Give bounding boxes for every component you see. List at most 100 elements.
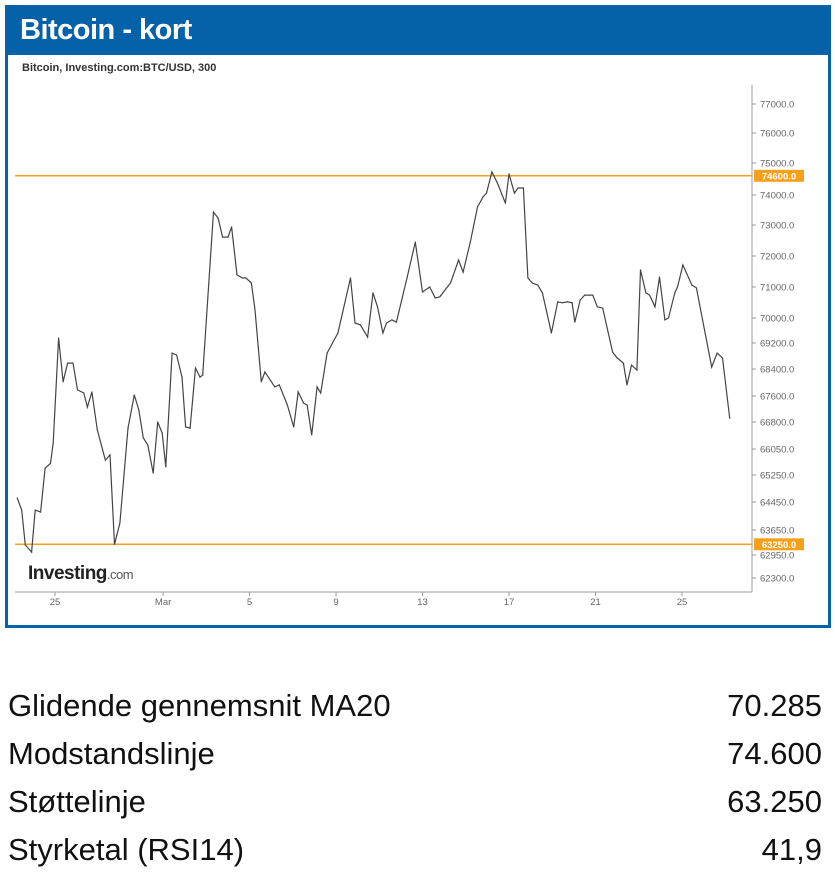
data-point xyxy=(250,282,252,284)
data-point xyxy=(176,354,178,356)
data-point xyxy=(385,322,388,324)
data-point xyxy=(382,332,384,334)
data-point xyxy=(306,404,308,406)
data-point xyxy=(171,352,173,354)
stat-row-ma20: Glidende gennemsnit MA20 70.285 xyxy=(8,688,822,732)
stat-row-support: Støttelinje 63.250 xyxy=(8,784,822,828)
data-point xyxy=(147,444,149,446)
data-point xyxy=(584,294,586,296)
y-tick-label: 62950.0 xyxy=(760,551,794,562)
panel-title: Bitcoin - kort xyxy=(20,14,192,46)
data-point xyxy=(349,277,352,279)
data-point xyxy=(24,544,26,546)
stat-value: 63.250 xyxy=(727,784,822,819)
price-line xyxy=(16,170,731,554)
y-tick-label: 63650.0 xyxy=(760,526,794,537)
y-tick-label: 68400.0 xyxy=(760,365,794,376)
data-point xyxy=(21,509,23,511)
data-point xyxy=(67,362,69,364)
data-point xyxy=(596,306,598,308)
data-point xyxy=(49,462,52,464)
y-tick-label: 62300.0 xyxy=(760,574,794,585)
data-point xyxy=(414,241,416,243)
data-point xyxy=(293,426,295,428)
stat-label: Glidende gennemsnit MA20 xyxy=(8,688,391,723)
level-label-box xyxy=(754,538,804,551)
data-point xyxy=(541,292,543,294)
data-point xyxy=(320,392,322,394)
data-point xyxy=(639,269,642,271)
data-point xyxy=(199,376,201,378)
data-point xyxy=(86,406,89,408)
data-point xyxy=(119,522,121,524)
data-point xyxy=(83,392,85,394)
data-point xyxy=(76,389,79,391)
data-point xyxy=(648,294,651,296)
data-point xyxy=(109,454,111,456)
y-tick-label: 70000.0 xyxy=(760,314,794,325)
data-point xyxy=(636,369,638,371)
data-point xyxy=(241,277,243,279)
level-label: 74600.0 xyxy=(762,171,796,182)
y-tick-label: 77000.0 xyxy=(760,100,794,111)
data-point xyxy=(522,187,525,189)
data-point xyxy=(202,374,204,376)
data-point xyxy=(194,367,197,369)
data-point xyxy=(504,202,507,204)
stat-value: 74.600 xyxy=(727,736,822,771)
stat-label: Modstandslinje xyxy=(8,736,215,771)
data-point xyxy=(30,551,33,553)
data-point xyxy=(91,391,93,393)
data-point xyxy=(269,379,271,381)
data-point xyxy=(645,292,647,294)
data-point xyxy=(682,264,684,266)
data-point xyxy=(469,241,471,243)
data-point xyxy=(457,259,460,261)
data-point xyxy=(133,394,135,396)
data-point xyxy=(331,342,334,344)
data-point xyxy=(616,357,618,359)
x-tick-label: 5 xyxy=(247,597,252,608)
data-point xyxy=(44,467,46,469)
data-point xyxy=(297,391,299,393)
data-point xyxy=(58,337,60,339)
data-point xyxy=(72,362,74,364)
data-point xyxy=(566,301,569,303)
data-point xyxy=(185,426,187,428)
data-point xyxy=(550,332,552,334)
data-point xyxy=(236,274,238,276)
data-point xyxy=(152,472,154,474)
x-tick-label: 21 xyxy=(590,597,601,608)
data-point xyxy=(245,277,247,279)
data-point xyxy=(138,409,140,411)
data-point xyxy=(376,306,379,308)
data-point xyxy=(96,429,98,431)
stat-value: 41,9 xyxy=(761,832,822,867)
stat-label: Støttelinje xyxy=(8,784,146,819)
data-point xyxy=(622,362,625,364)
data-point xyxy=(658,276,661,278)
data-point xyxy=(537,284,539,286)
data-point xyxy=(39,511,42,513)
data-point xyxy=(612,351,614,353)
data-point xyxy=(491,171,493,173)
data-point xyxy=(517,187,519,189)
stat-label: Styrketal (RSI14) xyxy=(8,832,245,867)
data-point xyxy=(531,282,534,284)
data-point xyxy=(337,332,339,334)
data-point xyxy=(311,434,313,436)
data-point xyxy=(127,427,129,429)
x-tick-label: Mar xyxy=(155,597,171,608)
data-point xyxy=(189,427,191,429)
data-point xyxy=(557,301,559,303)
level-label-box xyxy=(754,169,804,182)
data-point xyxy=(462,271,464,273)
chart-title: Bitcoin, Investing.com:BTC/USD, 300 xyxy=(22,62,217,74)
data-point xyxy=(571,302,573,304)
data-point xyxy=(217,217,219,219)
data-point xyxy=(695,287,697,289)
data-point xyxy=(264,371,266,373)
data-point xyxy=(165,466,167,468)
y-tick-label: 69200.0 xyxy=(760,339,794,350)
data-point xyxy=(721,357,724,359)
